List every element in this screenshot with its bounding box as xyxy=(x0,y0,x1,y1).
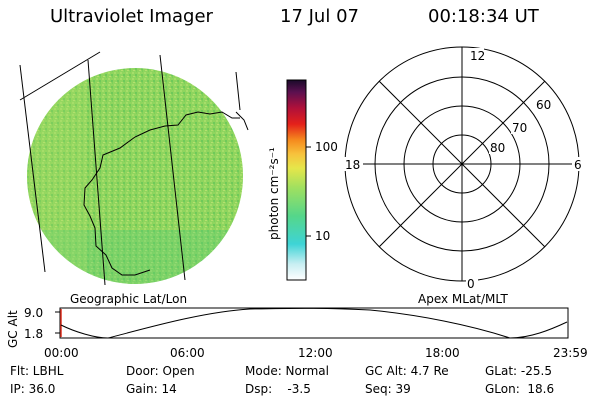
status-glat: GLat: -25.5 xyxy=(485,364,552,378)
mlt-label-18: 18 xyxy=(345,158,360,172)
altitude-plot xyxy=(55,307,569,339)
time-tick-0000: 00:00 xyxy=(44,346,79,360)
altitude-ytick-high: 9.0 xyxy=(24,306,43,320)
lat-label-70: 70 xyxy=(512,121,527,135)
geographic-projection-label: Geographic Lat/Lon xyxy=(70,292,187,306)
geographic-grid-lines xyxy=(19,51,249,286)
status-ip: IP: 36.0 xyxy=(10,382,56,396)
status-glon: GLon: 18.6 xyxy=(485,382,555,396)
time-tick-2359: 23:59 xyxy=(553,346,588,360)
altitude-ytick-low: 1.8 xyxy=(24,327,43,341)
mlt-label-6: 6 xyxy=(574,158,582,172)
status-seq: Seq: 39 xyxy=(365,382,411,396)
colorbar-ticks xyxy=(306,146,311,237)
colorbar-tick-high: 100 xyxy=(315,140,338,154)
apex-projection-label: Apex MLat/MLT xyxy=(418,292,508,306)
lat-label-80: 80 xyxy=(490,141,505,155)
time-tick-0600: 06:00 xyxy=(170,346,205,360)
status-gain: Gain: 14 xyxy=(126,382,177,396)
colorbar-tick-low: 10 xyxy=(315,229,330,243)
status-mode: Mode: Normal xyxy=(245,364,329,378)
app-title: Ultraviolet Imager xyxy=(50,6,213,27)
time-tick-1800: 18:00 xyxy=(425,346,460,360)
status-gc-alt: GC Alt: 4.7 Re xyxy=(365,364,449,378)
status-door: Door: Open xyxy=(126,364,195,378)
time-label: 00:18:34 UT xyxy=(428,6,539,27)
uvi-image-disc xyxy=(27,68,243,284)
colorbar xyxy=(286,79,307,281)
polar-plot xyxy=(344,46,580,282)
status-dsp: Dsp: -3.5 xyxy=(245,382,311,396)
colorbar-unit-label: photon cm⁻²s⁻¹ xyxy=(267,147,281,240)
mlt-label-12: 12 xyxy=(470,49,485,63)
mlt-label-0: 0 xyxy=(467,277,475,291)
status-flt: Flt: LBHL xyxy=(10,364,64,378)
date-label: 17 Jul 07 xyxy=(280,6,359,27)
altitude-axis-label: GC Alt xyxy=(6,310,20,348)
lat-label-60: 60 xyxy=(536,98,551,112)
time-tick-1200: 12:00 xyxy=(298,346,333,360)
